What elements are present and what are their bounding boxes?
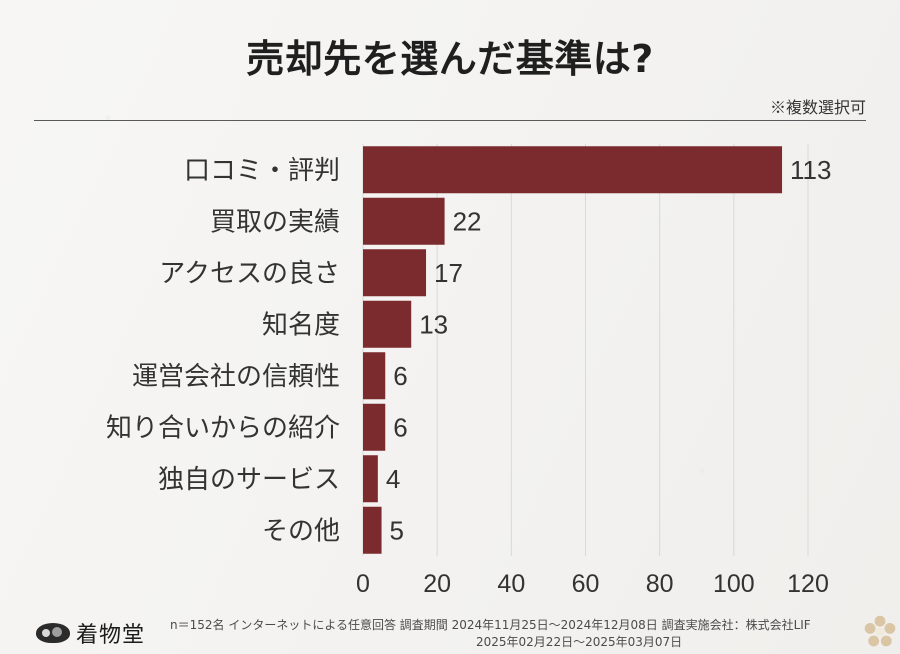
chart-title: 売却先を選んだ基準は? [246, 37, 654, 81]
survey-footnote-line-1: n＝152名 インターネットによる任意回答 調査期間 2024年11月25日〜2… [170, 618, 811, 632]
value-label: 5 [390, 515, 404, 545]
bar [363, 300, 412, 348]
category-label: 知名度 [262, 310, 340, 340]
multiple-choice-note: ※複数選択可 [769, 98, 866, 117]
bar [363, 506, 382, 554]
category-label: 口コミ・評判 [184, 156, 340, 186]
bar [363, 249, 427, 297]
brand-logo: 着物堂 [36, 617, 145, 649]
category-label: アクセスの良さ [159, 259, 340, 289]
fan-logo-icon [36, 623, 70, 643]
survey-footnote: n＝152名 インターネットによる任意回答 調査期間 2024年11月25日〜2… [170, 617, 811, 651]
category-label: 買取の実績 [210, 207, 340, 237]
value-label: 6 [393, 361, 407, 391]
value-label: 22 [453, 206, 482, 236]
category-label: 運営会社の信頼性 [132, 362, 340, 392]
title-divider [34, 120, 866, 121]
x-tick-label: 60 [572, 570, 600, 598]
flower-decoration-icon [864, 615, 896, 647]
x-tick-label: 100 [713, 570, 755, 598]
x-tick-label: 120 [787, 570, 829, 598]
value-label: 4 [386, 464, 400, 494]
bar [363, 455, 378, 503]
category-label: 独自のサービス [158, 465, 340, 495]
value-label: 13 [419, 309, 448, 339]
value-label: 113 [790, 155, 831, 185]
bar [363, 403, 386, 451]
category-label: その他 [262, 516, 340, 546]
bar [363, 352, 386, 400]
category-label: 知り合いからの紹介 [106, 413, 340, 443]
value-label: 17 [434, 258, 463, 288]
bar [363, 146, 783, 194]
x-tick-label: 20 [423, 570, 451, 598]
logo-text: 着物堂 [76, 623, 146, 648]
value-label: 6 [393, 412, 407, 442]
x-tick-label: 0 [356, 570, 370, 598]
x-tick-label: 40 [497, 570, 525, 598]
x-tick-label: 80 [646, 570, 674, 598]
survey-footnote-line-2: 2025年02月22日〜2025年03月07日 [476, 635, 683, 649]
bar [363, 197, 445, 245]
